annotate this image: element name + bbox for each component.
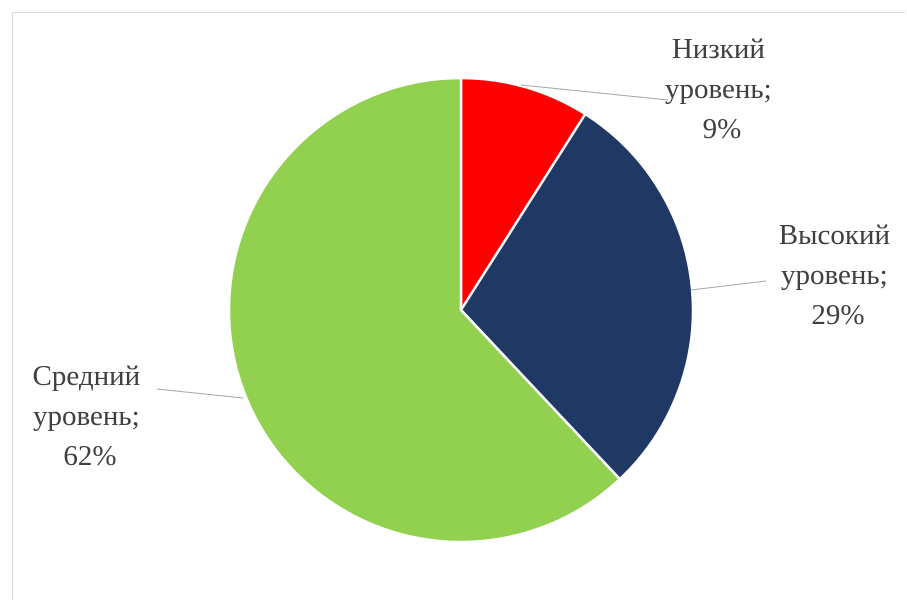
pie-slices bbox=[227, 76, 695, 544]
label-category-mid-2: уровень; bbox=[33, 400, 140, 432]
label-category-high-2: уровень; bbox=[781, 259, 888, 291]
label-value-low: 9% bbox=[703, 113, 742, 145]
chart-area bbox=[12, 12, 905, 600]
label-category-low-2: уровень; bbox=[665, 73, 772, 105]
pie-slice-high bbox=[459, 112, 695, 481]
leader-lines bbox=[156, 84, 767, 399]
pie-slice-low bbox=[459, 76, 587, 312]
data-label-high: Высокий уровень; 29% bbox=[779, 219, 898, 331]
label-category-mid: Средний bbox=[33, 360, 141, 392]
leader-line-low bbox=[520, 84, 669, 101]
data-label-mid: Средний уровень; 62% bbox=[33, 360, 148, 472]
pie-slice-mid bbox=[227, 76, 622, 544]
data-label-low: Низкий уровень; 9% bbox=[665, 33, 779, 145]
label-value-mid: 62% bbox=[63, 440, 116, 472]
label-value-high: 29% bbox=[811, 299, 864, 331]
data-labels: Низкий уровень; 9% Высокий уровень; 29% … bbox=[33, 33, 898, 472]
label-category-low: Низкий bbox=[672, 33, 765, 65]
label-category-high: Высокий bbox=[779, 219, 890, 251]
leader-line-high bbox=[690, 280, 767, 291]
leader-line-mid bbox=[156, 388, 244, 399]
